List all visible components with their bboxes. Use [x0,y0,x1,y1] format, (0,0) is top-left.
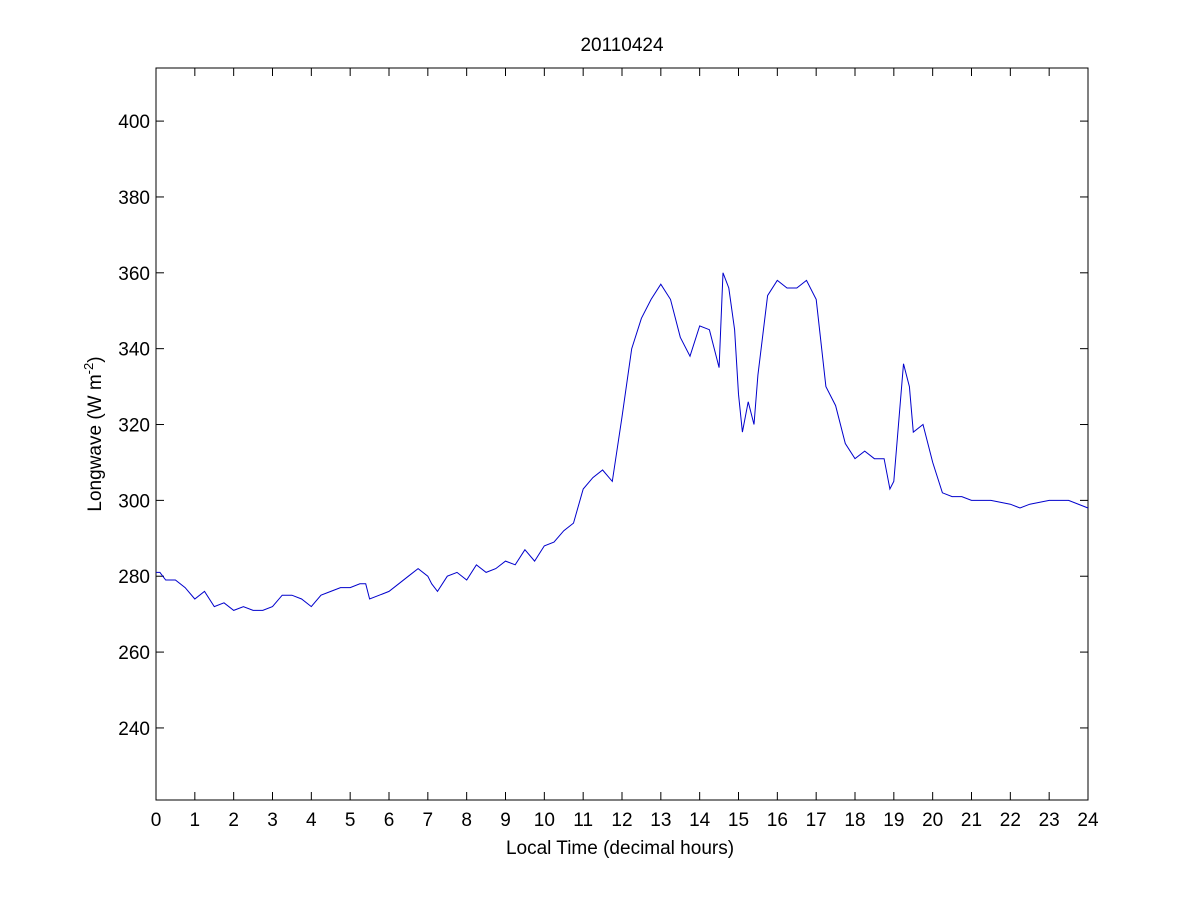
x-tick-label: 10 [534,810,555,831]
y-axis-label-suffix: ) [85,356,106,362]
x-tick-label: 22 [1000,810,1021,831]
x-tick-label: 4 [306,810,317,831]
y-tick-label: 400 [118,112,150,133]
y-axis-label-main: Longwave (W m [85,374,106,511]
y-tick-label: 240 [118,719,150,740]
y-tick-label: 280 [118,567,150,588]
axis-ticks [155,68,1089,800]
x-tick-label: 5 [345,810,356,831]
chart-title: 20110424 [580,35,664,56]
x-tick-label: 14 [689,810,711,831]
x-tick-label: 8 [461,810,472,831]
x-tick-label: 2 [228,810,239,831]
x-tick-label: 17 [806,810,827,831]
x-tick-label: 15 [728,810,749,831]
plot-area [155,67,1089,801]
y-tick-label: 300 [118,491,150,512]
x-axis-label: Local Time (decimal hours) [506,838,734,859]
x-tick-label: 19 [883,810,904,831]
x-tick-label: 1 [190,810,201,831]
x-tick-label: 23 [1039,810,1060,831]
x-tick-label: 13 [650,810,671,831]
longwave-series-line [156,272,1089,611]
y-tick-label: 360 [118,264,150,285]
y-tick-label: 340 [118,340,150,361]
y-tick-label: 380 [118,188,150,209]
axis-tick-labels: 0 1 2 3 4 5 6 7 8 9 10 11 12 13 14 15 16 17 18 19 20 21 22 23 24… [118,112,1099,831]
x-tick-label: 11 [573,810,593,831]
x-tick-label: 7 [423,810,434,831]
y-tick-label: 260 [118,643,150,664]
x-tick-label: 6 [384,810,395,831]
x-tick-label: 24 [1077,810,1099,831]
x-tick-label: 18 [844,810,865,831]
y-axis-label: Longwave (W m-2) [81,356,106,511]
x-tick-label: 21 [961,810,982,831]
x-tick-label: 9 [500,810,511,831]
x-tick-label: 20 [922,810,943,831]
x-tick-label: 0 [151,810,162,831]
y-tick-label: 320 [118,416,150,437]
x-tick-label: 3 [267,810,278,831]
y-axis-label-exponent: -2 [81,363,96,375]
x-tick-label: 12 [611,810,632,831]
x-tick-label: 16 [767,810,788,831]
